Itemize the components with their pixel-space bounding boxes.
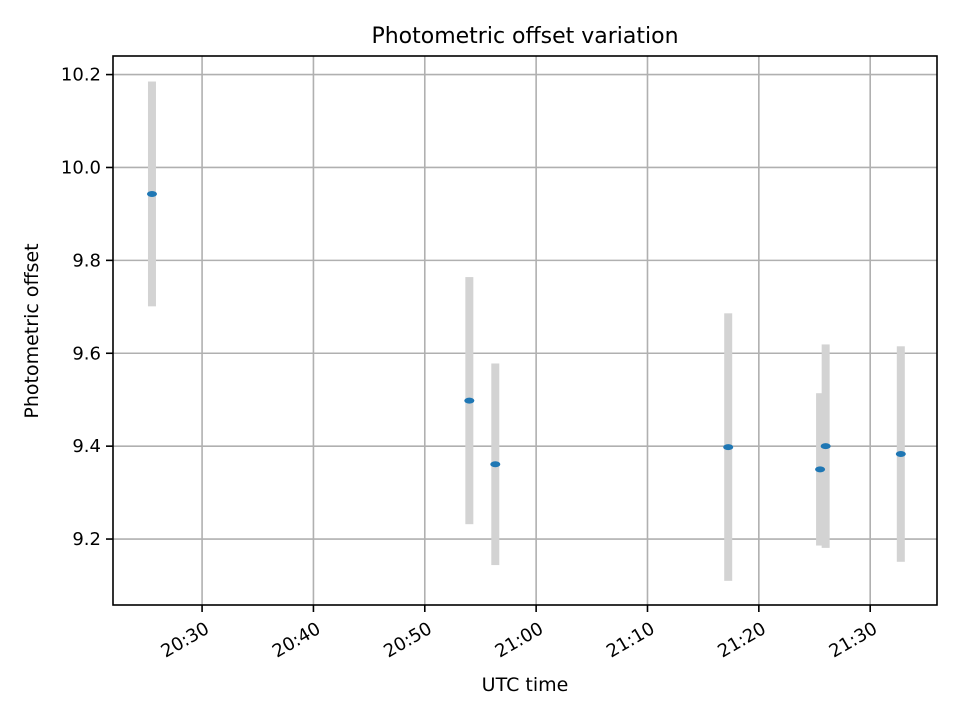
x-axis: 20:30 20:40 20:50 21:00 21:10 21:20 21:30 (158, 605, 881, 662)
y-tick-label: 10.2 (61, 65, 101, 86)
x-tick-label: 21:10 (603, 618, 658, 662)
x-tick-label: 20:50 (380, 618, 435, 662)
x-tick-label: 20:30 (158, 618, 213, 662)
data-point (820, 443, 831, 450)
chart-title: Photometric offset variation (371, 24, 678, 49)
y-axis-label: Photometric offset (21, 243, 43, 418)
plot-frame (112, 55, 938, 606)
error-bars (147, 81, 905, 581)
x-axis-label: UTC time (482, 674, 569, 696)
x-tick-label: 21:30 (826, 618, 881, 662)
data-point (723, 444, 734, 451)
y-tick-label: 9.2 (72, 529, 101, 550)
data-point (146, 190, 157, 197)
data-point (815, 466, 826, 473)
data-point (895, 451, 906, 458)
y-tick-label: 9.8 (72, 250, 101, 271)
x-tick-label: 21:20 (714, 618, 769, 662)
y-tick-label: 9.6 (72, 343, 101, 364)
y-tick-label: 9.4 (72, 436, 101, 457)
data-point (490, 461, 501, 468)
grid (113, 56, 937, 605)
x-tick-label: 20:40 (269, 618, 324, 662)
data-point (464, 397, 475, 404)
x-tick-label: 21:00 (492, 618, 547, 662)
data-points (146, 190, 906, 473)
y-axis: 9.2 9.4 9.6 9.8 10.0 10.2 (61, 65, 113, 550)
y-tick-label: 10.0 (61, 157, 101, 178)
